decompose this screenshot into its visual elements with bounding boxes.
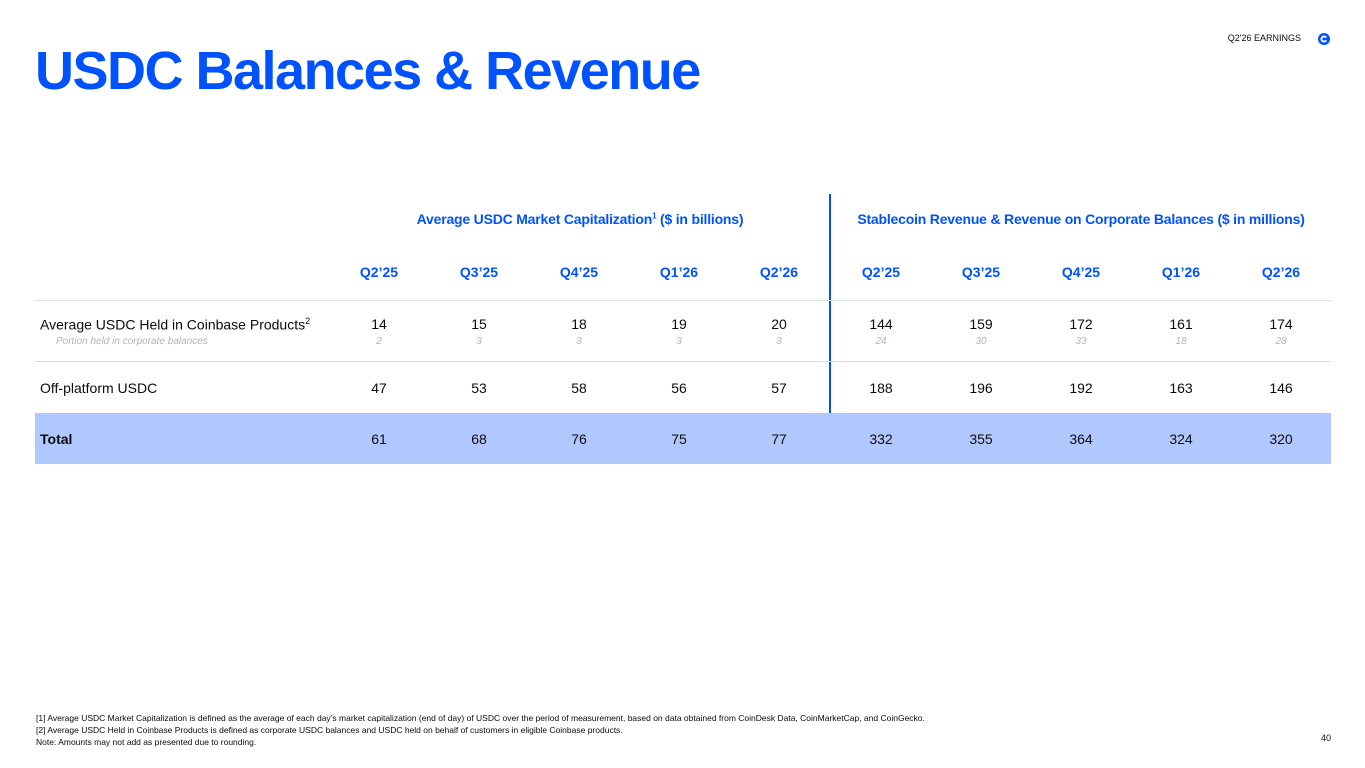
footnote-ref-2: 2 xyxy=(305,316,311,326)
cell-held-in-products: 15 xyxy=(471,316,487,332)
cell-total: 68 xyxy=(471,431,487,447)
cell-total: 355 xyxy=(969,431,993,447)
cell-corporate-portion: 3 xyxy=(476,336,482,347)
cell-held-in-products: 144 xyxy=(869,316,893,332)
cell-held-in-products: 20 xyxy=(771,316,787,332)
row-rule xyxy=(35,361,1331,362)
footnote-2: [2] Average USDC Held in Coinbase Produc… xyxy=(36,725,623,735)
total-row-highlight xyxy=(35,413,1331,464)
column-header: Q2’26 xyxy=(759,264,799,280)
page-title: USDC Balances & Revenue xyxy=(35,41,701,101)
cell-off-platform: 192 xyxy=(1069,380,1093,396)
cell-corporate-portion: 3 xyxy=(776,336,782,347)
cell-held-in-products: 174 xyxy=(1269,316,1293,332)
revenue-group-header: Stablecoin Revenue & Revenue on Corporat… xyxy=(857,211,1305,227)
section-divider xyxy=(829,194,831,464)
sub-label-corporate: Portion held in corporate balances xyxy=(56,336,208,347)
cell-off-platform: 163 xyxy=(1169,380,1193,396)
cell-off-platform: 56 xyxy=(671,380,687,396)
row-label-off-platform: Off-platform USDC xyxy=(40,380,158,396)
cell-held-in-products: 19 xyxy=(671,316,687,332)
footnote-ref-1: 1 xyxy=(652,211,657,221)
column-header: Q3’25 xyxy=(459,264,499,280)
cell-total: 76 xyxy=(571,431,587,447)
cell-held-in-products: 159 xyxy=(969,316,993,332)
column-header: Q2’25 xyxy=(861,264,901,280)
cell-off-platform: 58 xyxy=(571,380,587,396)
header-rule xyxy=(35,300,1331,301)
cell-off-platform: 146 xyxy=(1269,380,1293,396)
cell-corporate-portion: 24 xyxy=(875,336,887,347)
cell-corporate-portion: 33 xyxy=(1075,336,1087,347)
cell-held-in-products: 14 xyxy=(371,316,387,332)
cell-off-platform: 53 xyxy=(471,380,487,396)
cell-total: 324 xyxy=(1169,431,1193,447)
footnote-1: [1] Average USDC Market Capitalization i… xyxy=(36,713,925,723)
cell-total: 332 xyxy=(869,431,893,447)
cell-held-in-products: 18 xyxy=(571,316,587,332)
page-number: 40 xyxy=(1320,733,1331,743)
column-header: Q1’26 xyxy=(1161,264,1201,280)
cell-total: 320 xyxy=(1269,431,1293,447)
row-label-total: Total xyxy=(40,431,73,447)
footnote-note: Note: Amounts may not add as presented d… xyxy=(36,737,257,747)
market-cap-group-header: Average USDC Market Capitalization1 ($ i… xyxy=(340,211,820,227)
footnotes: [1] Average USDC Market Capitalization i… xyxy=(36,712,925,748)
cell-off-platform: 47 xyxy=(371,380,387,396)
row-label-held-in-products: Average USDC Held in Coinbase Products2 xyxy=(40,316,310,333)
cell-off-platform: 196 xyxy=(969,380,993,396)
column-header: Q2’26 xyxy=(1261,264,1301,280)
cell-off-platform: 57 xyxy=(771,380,787,396)
market-cap-group-unit: ($ in billions) xyxy=(656,211,744,227)
column-header: Q4’25 xyxy=(1061,264,1101,280)
cell-corporate-portion: 3 xyxy=(576,336,582,347)
cell-total: 364 xyxy=(1069,431,1093,447)
column-header: Q1’26 xyxy=(659,264,699,280)
cell-off-platform: 188 xyxy=(869,380,893,396)
cell-total: 77 xyxy=(771,431,787,447)
cell-corporate-portion: 28 xyxy=(1275,336,1287,347)
cell-held-in-products: 161 xyxy=(1169,316,1193,332)
cell-total: 61 xyxy=(371,431,387,447)
column-header: Q2’25 xyxy=(359,264,399,280)
cell-corporate-portion: 18 xyxy=(1175,336,1187,347)
cell-total: 75 xyxy=(671,431,687,447)
row-label-text: Average USDC Held in Coinbase Products xyxy=(40,316,306,333)
cell-corporate-portion: 3 xyxy=(676,336,682,347)
earnings-tag: Q2'26 EARNINGS xyxy=(1227,33,1301,43)
cell-corporate-portion: 30 xyxy=(975,336,987,347)
coinbase-logo-icon xyxy=(1318,33,1330,45)
column-header: Q4’25 xyxy=(559,264,599,280)
cell-corporate-portion: 2 xyxy=(376,336,382,347)
market-cap-group-label: Average USDC Market Capitalization xyxy=(416,211,653,227)
column-header: Q3’25 xyxy=(961,264,1001,280)
cell-held-in-products: 172 xyxy=(1069,316,1093,332)
